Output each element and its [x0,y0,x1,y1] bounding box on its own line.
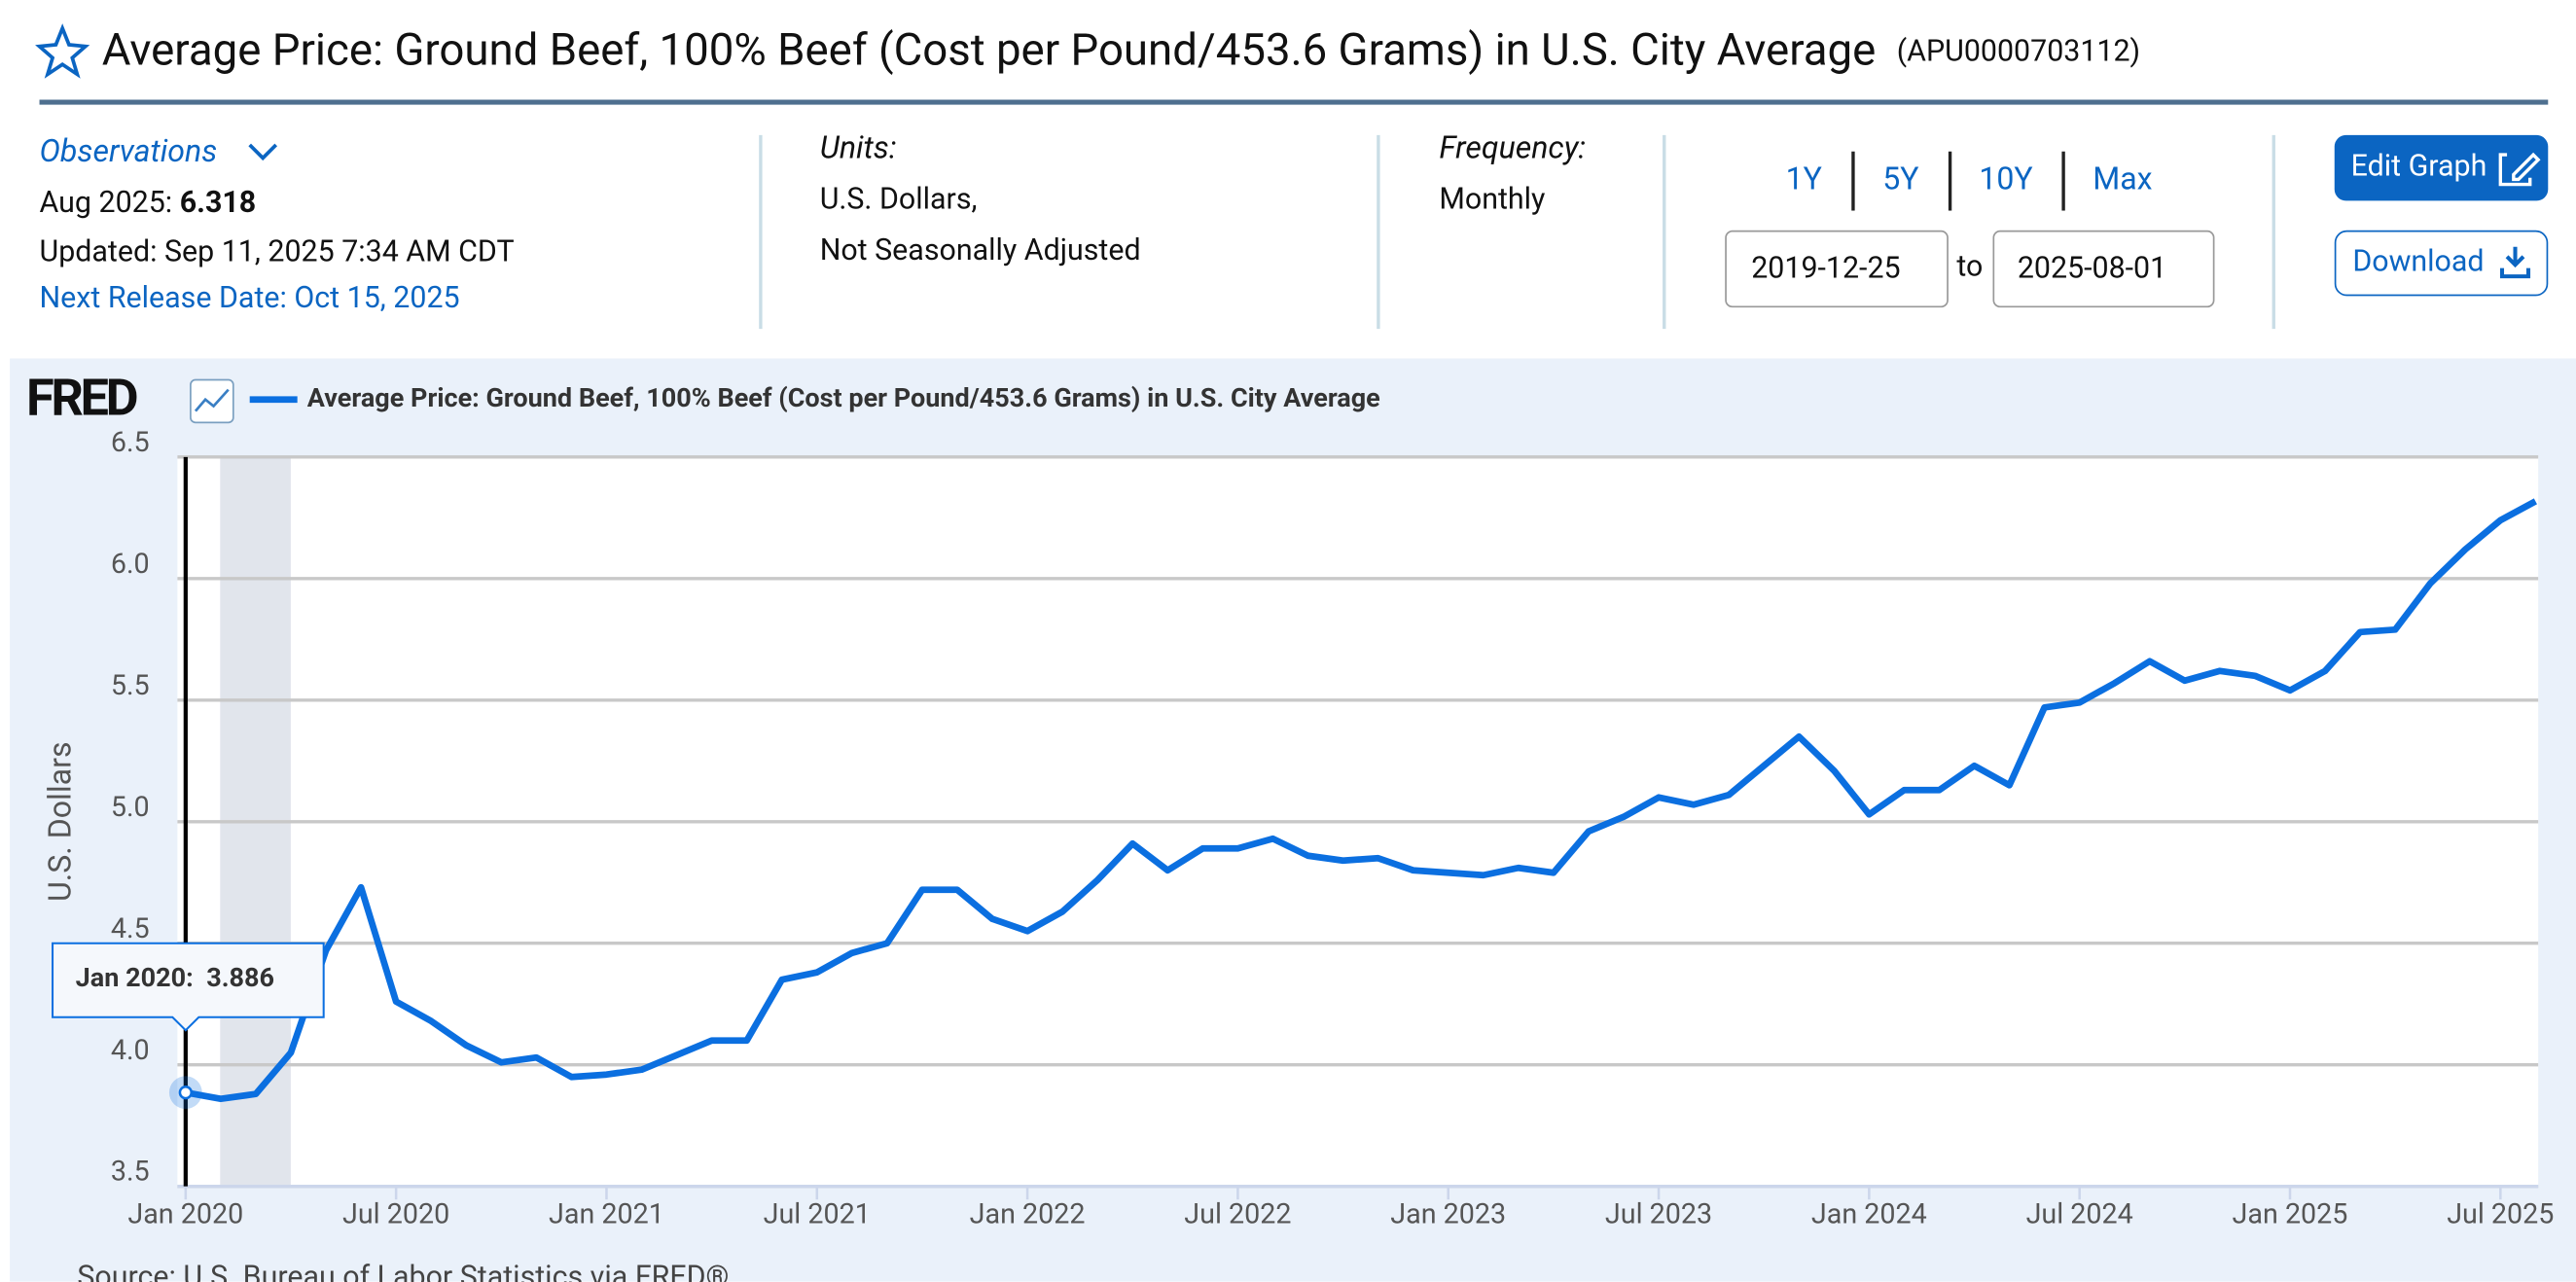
y-tick-label: 5.5 [111,669,150,702]
x-tick-label: Jul 2022 [1184,1198,1291,1231]
x-tick-label: Jul 2021 [764,1198,871,1231]
units-label: Units: [820,129,897,166]
next-release-link[interactable]: Next Release Date: Oct 15, 2025 [40,281,460,315]
legend-entry: Average Price: Ground Beef, 100% Beef (C… [307,382,1380,413]
units-line: U.S. Dollars, [820,182,978,216]
graph-icon-line [194,388,230,412]
x-tick-label: Jan 2022 [970,1198,1086,1231]
updated-text: Updated: Sep 11, 2025 7:34 AM CDT [40,234,515,268]
range-button[interactable]: 10Y [1979,160,2032,197]
edit-graph-label[interactable]: Edit Graph [2351,150,2487,184]
page-title: Average Price: Ground Beef, 100% Beef (C… [102,24,2140,76]
observations-toggle[interactable]: Observations [40,132,218,169]
y-tick-label: 6.0 [111,548,150,581]
tooltip-value: 3.886 [206,962,274,993]
x-tick-label: Jul 2024 [2026,1198,2133,1231]
download-icon[interactable] [2499,246,2531,279]
tooltip-box [52,942,325,1032]
range-button[interactable]: Max [2093,160,2152,197]
y-tick-label: 4.0 [111,1034,150,1067]
x-tick-label: Jan 2021 [549,1198,664,1231]
tooltip-label: Jan 2020: [76,962,194,993]
edit-graph-button[interactable] [2334,134,2549,201]
date-input[interactable] [1725,230,1949,308]
date-to-label: to [1956,250,1983,284]
frequency-label: Frequency: [1439,129,1586,166]
title-text: Average Price: Ground Beef, 100% Beef (C… [102,24,1877,76]
plot: 3.5 4.0 4.5 5.0 5.5 6.0 6.5 Jan 2020 Jul 2020 Jan… [52,426,2554,1231]
download-label[interactable]: Download [2352,245,2484,279]
fred-logo: FRED [26,367,137,427]
x-tick-label: Jan 2023 [1390,1198,1506,1231]
units-line: Not Seasonally Adjusted [820,233,1141,267]
y-tick-label: 4.5 [111,912,150,945]
range-button[interactable]: 1Y [1786,160,1822,197]
x-tick-label: Jan 2024 [1811,1198,1927,1231]
x-tick-label: Jul 2025 [2447,1198,2554,1231]
grid [177,455,2539,1200]
chevron-icon[interactable] [248,143,278,161]
latest-value: 6.318 [180,186,257,220]
x-tick-label: Jan 2020 [127,1198,243,1231]
date-input[interactable] [1992,230,2215,308]
x-tick-label: Jan 2025 [2233,1198,2348,1231]
y-tick-label: 6.5 [111,426,150,459]
date-from[interactable]: 2019-12-25 [1751,251,1900,285]
series-id: (APU0000703112) [1897,34,2140,68]
y-tick-label: 3.5 [111,1156,150,1189]
dividers [759,134,2275,330]
latest-label: Aug 2025: [40,186,173,220]
x-tick-label: Jul 2023 [1605,1198,1712,1231]
y-axis-title: U.S. Dollars [42,741,79,902]
date-to[interactable]: 2025-08-01 [2018,251,2166,285]
graph-icon[interactable] [190,378,234,424]
data-line [185,498,2537,1103]
source-note: Source: U.S. Bureau of Labor Statistics … [77,1260,729,1282]
hover-point [178,1086,194,1100]
range-button[interactable]: 5Y [1882,160,1918,197]
favorite-star[interactable] [35,23,90,79]
latest-observation: Aug 2025: 6.318 [40,186,257,220]
y-tick-label: 5.0 [111,791,150,824]
frequency-value: Monthly [1439,182,1545,216]
x-tick-label: Jul 2020 [342,1198,449,1231]
download-button[interactable] [2334,230,2549,297]
edit-icon[interactable] [2498,152,2541,187]
tooltip: Jan 2020: 3.886 [76,962,274,993]
